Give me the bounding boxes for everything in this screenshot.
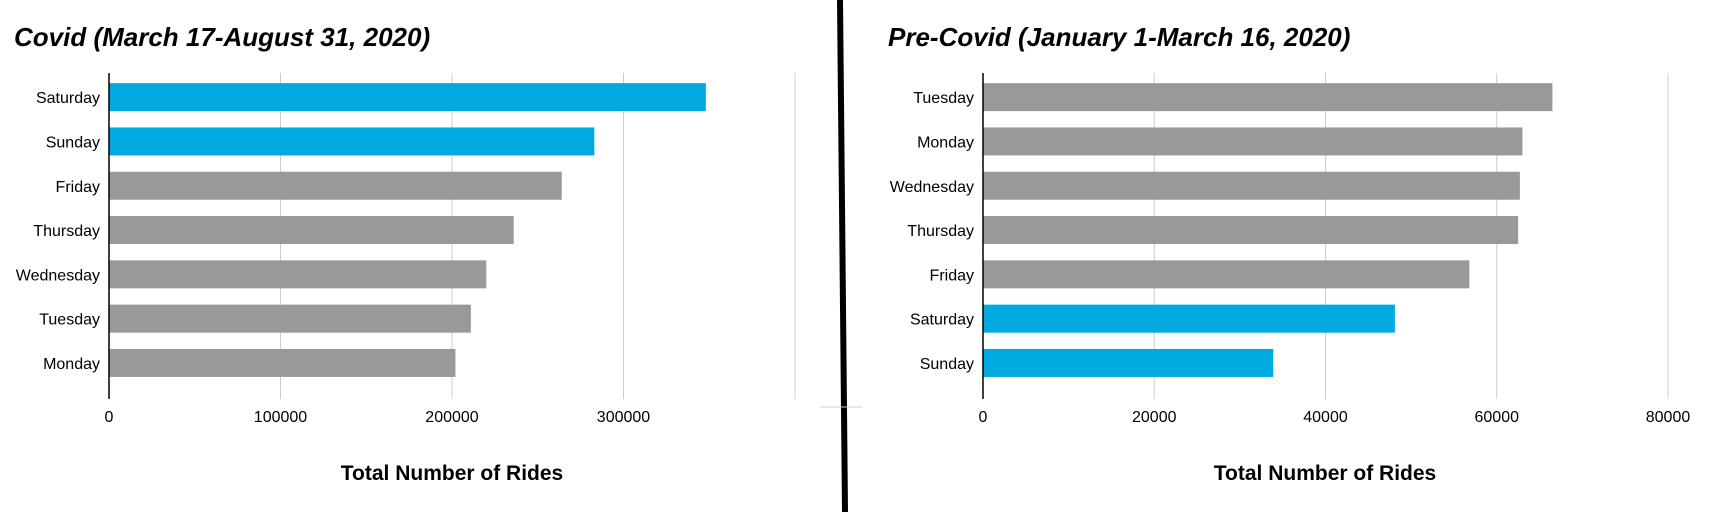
tick-label: 300000 [597, 409, 650, 426]
category-label: Friday [930, 267, 974, 284]
tick-label: 60000 [1475, 409, 1520, 426]
bars [983, 83, 1553, 377]
category-label: Wednesday [16, 267, 100, 284]
bar-friday [109, 171, 562, 200]
tick-labels: 0 100000 200000 300000 [105, 409, 651, 426]
category-labels: Saturday Sunday Friday Thursday Wednesday Tue… [16, 90, 100, 373]
chart-title: Covid (March 17-August 31, 2020) [14, 22, 430, 52]
tick-label: 100000 [254, 409, 307, 426]
category-label: Sunday [46, 134, 100, 151]
bar-monday [109, 348, 456, 377]
bar-sunday [109, 127, 595, 156]
covid-chart: Covid (March 17-August 31, 2020) Saturda… [14, 22, 796, 485]
bar-tuesday [109, 304, 471, 333]
category-label: Wednesday [890, 179, 974, 196]
category-label: Saturday [910, 312, 974, 329]
tick-label: 0 [105, 409, 114, 426]
bar-saturday [983, 304, 1395, 333]
tick-labels: 0 20000 40000 60000 80000 [979, 409, 1691, 426]
bar-tuesday [983, 83, 1553, 112]
category-label: Tuesday [913, 90, 974, 107]
category-labels: Tuesday Monday Wednesday Thursday Friday Satu… [890, 90, 974, 373]
tick-label: 0 [979, 409, 988, 426]
category-label: Thursday [907, 223, 974, 240]
tick-label: 200000 [425, 409, 478, 426]
bars [109, 83, 706, 377]
tick-label: 40000 [1303, 409, 1348, 426]
bar-thursday [109, 216, 514, 245]
category-label: Sunday [920, 356, 974, 373]
category-label: Thursday [33, 223, 100, 240]
chart-title: Pre-Covid (January 1-March 16, 2020) [888, 22, 1350, 52]
tick-label: 20000 [1132, 409, 1177, 426]
category-label: Monday [43, 356, 100, 373]
panel-divider [837, 0, 848, 512]
bar-saturday [109, 83, 706, 112]
tick-label: 80000 [1646, 409, 1691, 426]
category-label: Monday [917, 134, 974, 151]
bar-thursday [983, 216, 1519, 245]
x-axis-label: Total Number of Rides [1214, 462, 1436, 485]
bar-wednesday [109, 260, 487, 289]
pre-covid-chart: Pre-Covid (January 1-March 16, 2020) Tue… [888, 22, 1690, 485]
bar-sunday [983, 348, 1274, 377]
category-label: Tuesday [39, 312, 100, 329]
bar-friday [983, 260, 1470, 289]
category-label: Saturday [36, 90, 100, 107]
bar-wednesday [983, 171, 1520, 200]
bar-monday [983, 127, 1523, 156]
category-label: Friday [56, 179, 100, 196]
x-axis-label: Total Number of Rides [341, 462, 563, 485]
